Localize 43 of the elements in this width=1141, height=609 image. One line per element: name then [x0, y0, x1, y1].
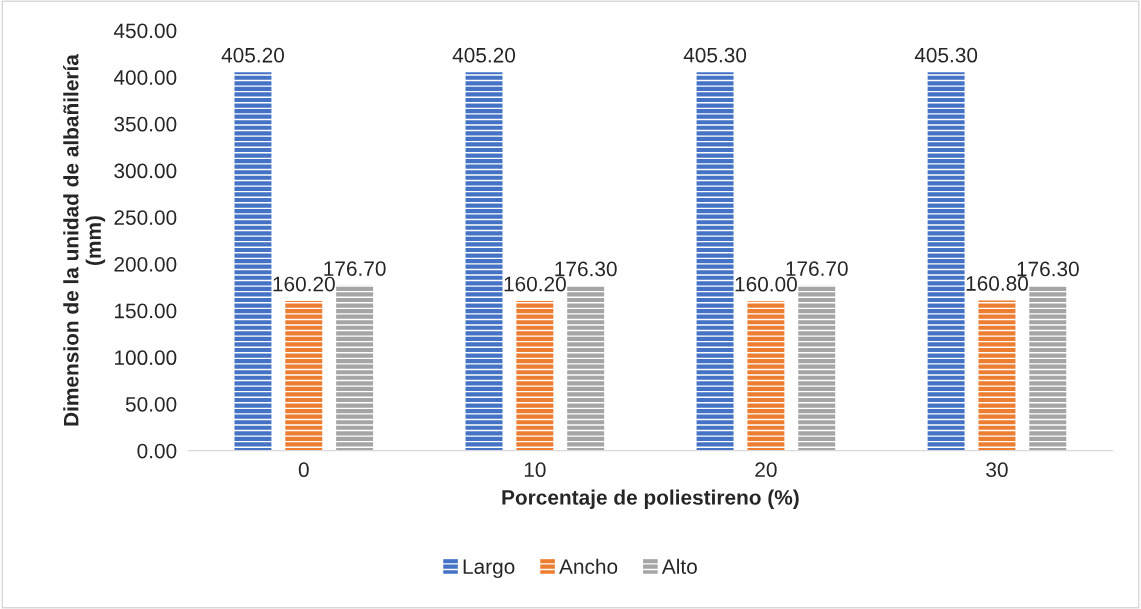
y-tick-label: 150.00 [115, 303, 177, 319]
y-tick-label: 0.00 [137, 443, 177, 459]
bar [747, 301, 785, 451]
y-tick-label: 50.00 [125, 396, 177, 412]
bar [465, 72, 503, 451]
y-axis-title: Dimension de la unidad de albañilería (mm) [63, 54, 106, 426]
y-tick-label: 450.00 [113, 23, 177, 39]
data-label: 405.30 [914, 47, 978, 63]
x-tick-label: 10 [524, 462, 546, 478]
y-tick-label: 300.00 [114, 163, 177, 179]
y-tick-label: 350.00 [114, 116, 177, 132]
data-label: 405.20 [221, 47, 285, 63]
bar [285, 301, 323, 451]
y-tick-label: 100.00 [115, 350, 177, 366]
data-label: 160.80 [966, 276, 1028, 291]
bar [516, 301, 554, 451]
y-tick-label: 200.00 [114, 256, 177, 272]
data-label: 176.30 [555, 261, 617, 277]
x-tick-label: 30 [986, 462, 1008, 478]
bar [927, 72, 965, 451]
bar [567, 286, 605, 451]
legend-label: Ancho [559, 558, 618, 574]
bar [798, 285, 836, 451]
data-label: 176.70 [786, 261, 848, 276]
y-tick-label: 250.00 [114, 210, 177, 225]
x-tick-label: 20 [755, 462, 777, 478]
x-tick-label: 0 [298, 462, 309, 478]
bar [978, 300, 1016, 451]
data-label: 160.20 [273, 276, 335, 292]
data-label: 405.30 [683, 47, 747, 63]
data-label: 160.20 [504, 276, 566, 292]
data-label: 176.70 [324, 261, 386, 276]
x-axis-title: Porcentaje de poliestireno (%) [502, 489, 799, 509]
data-label: 176.30 [1017, 261, 1079, 277]
bar [696, 72, 734, 451]
legend-label: Alto [661, 558, 697, 574]
y-tick-label: 400.00 [113, 70, 177, 85]
bar [234, 72, 272, 451]
data-label: 405.20 [452, 47, 516, 63]
bar [336, 285, 374, 451]
bar [1029, 286, 1067, 451]
data-label: 160.00 [735, 276, 797, 292]
legend-label: Largo [463, 559, 515, 579]
